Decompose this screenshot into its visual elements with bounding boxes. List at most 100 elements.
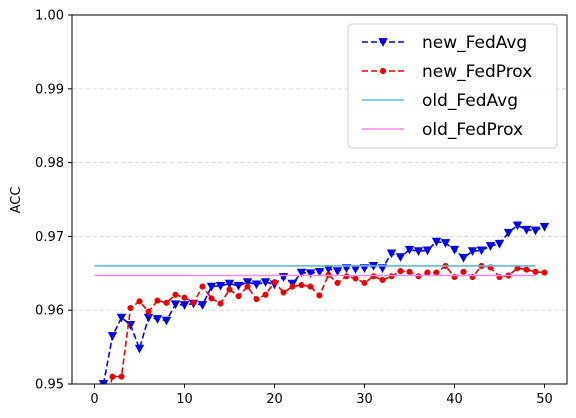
data-point bbox=[280, 289, 287, 296]
legend-label: old_FedProx bbox=[422, 120, 523, 140]
data-point bbox=[260, 278, 271, 287]
data-point bbox=[433, 269, 440, 276]
data-point bbox=[539, 222, 550, 232]
x-tick-label: 30 bbox=[356, 392, 373, 407]
x-tick-label: 40 bbox=[446, 392, 463, 407]
data-point bbox=[116, 313, 127, 323]
data-point bbox=[334, 279, 341, 286]
legend-box bbox=[347, 23, 558, 149]
x-tick-label: 20 bbox=[266, 392, 283, 407]
data-point bbox=[170, 300, 181, 310]
y-tick-label: 1.00 bbox=[35, 9, 64, 24]
data-point bbox=[431, 237, 442, 247]
data-point bbox=[316, 292, 323, 299]
data-point bbox=[161, 316, 172, 326]
data-point bbox=[145, 308, 152, 315]
data-point bbox=[460, 268, 467, 275]
data-point bbox=[262, 291, 269, 298]
data-point bbox=[413, 247, 424, 256]
data-point bbox=[386, 249, 397, 259]
data-point bbox=[271, 279, 278, 286]
data-point bbox=[179, 301, 190, 310]
data-point bbox=[440, 239, 451, 248]
series-layer bbox=[94, 221, 550, 384]
data-point bbox=[541, 269, 548, 276]
data-point bbox=[152, 315, 163, 324]
data-point bbox=[404, 245, 415, 255]
data-point bbox=[98, 380, 109, 384]
data-point bbox=[298, 282, 305, 289]
data-point bbox=[352, 275, 359, 282]
data-point bbox=[449, 245, 460, 255]
data-point bbox=[190, 299, 197, 306]
x-tick-label: 50 bbox=[536, 392, 553, 407]
data-point bbox=[235, 293, 242, 300]
data-point bbox=[397, 268, 404, 275]
y-tick-label: 0.99 bbox=[35, 82, 64, 97]
x-tick-label: 10 bbox=[176, 392, 193, 407]
data-point bbox=[305, 269, 316, 279]
data-point bbox=[109, 373, 116, 380]
y-axis-label: ACC bbox=[9, 187, 24, 214]
data-point bbox=[530, 226, 541, 236]
legend-label: new_FedProx bbox=[422, 62, 532, 82]
data-point bbox=[307, 283, 314, 290]
data-point bbox=[424, 269, 431, 276]
data-point bbox=[208, 295, 215, 302]
data-point bbox=[134, 344, 145, 354]
legend-entry-new-fedavg: new_FedAvg bbox=[362, 33, 527, 53]
data-point bbox=[197, 301, 208, 310]
data-point bbox=[107, 332, 118, 341]
y-tick-label: 0.96 bbox=[35, 304, 64, 319]
legend-marker bbox=[378, 38, 388, 47]
data-point bbox=[476, 246, 487, 256]
ticks: 0.95 0.96 0.97 0.98 0.99 1.00 0 10 20 30 40 50 bbox=[35, 9, 553, 408]
data-point bbox=[332, 267, 343, 276]
data-point bbox=[395, 253, 406, 262]
data-point bbox=[226, 286, 233, 293]
legend-entry-old-fedavg: old_FedAvg bbox=[362, 91, 518, 111]
data-point bbox=[127, 304, 134, 312]
data-point bbox=[253, 296, 260, 303]
data-point bbox=[251, 280, 262, 290]
data-point bbox=[296, 268, 307, 278]
data-point bbox=[217, 300, 224, 307]
data-point bbox=[199, 283, 206, 290]
data-point bbox=[512, 221, 523, 231]
data-point bbox=[181, 294, 188, 301]
data-point bbox=[361, 279, 368, 286]
data-point bbox=[233, 281, 244, 291]
legend-marker bbox=[379, 67, 387, 75]
legend-label: old_FedAvg bbox=[422, 91, 518, 111]
data-point bbox=[494, 239, 505, 249]
data-point bbox=[467, 247, 478, 256]
legend: new_FedAvg new_FedProx old_FedAvg old_FedPr… bbox=[347, 23, 558, 149]
data-point bbox=[379, 276, 386, 283]
y-tick-label: 0.97 bbox=[35, 230, 64, 245]
x-tick-label: 0 bbox=[90, 392, 98, 407]
legend-entry-new-fedprox: new_FedProx bbox=[362, 62, 532, 82]
data-point bbox=[136, 298, 143, 305]
data-point bbox=[172, 291, 179, 298]
plot-frame bbox=[71, 14, 568, 385]
gridlines bbox=[72, 88, 567, 311]
y-tick-label: 0.98 bbox=[35, 156, 64, 171]
data-point bbox=[458, 253, 469, 263]
data-point bbox=[523, 266, 530, 273]
data-point bbox=[422, 246, 433, 256]
legend-label: new_FedAvg bbox=[422, 33, 527, 53]
data-point bbox=[215, 281, 226, 291]
data-point bbox=[163, 299, 170, 306]
data-point bbox=[206, 282, 217, 292]
data-point bbox=[224, 279, 235, 289]
data-point bbox=[485, 242, 496, 251]
data-point bbox=[314, 267, 325, 277]
y-tick-label: 0.95 bbox=[35, 378, 64, 393]
data-point bbox=[289, 283, 296, 290]
data-point bbox=[532, 268, 539, 275]
data-point bbox=[406, 268, 413, 275]
data-point bbox=[154, 297, 161, 304]
data-point bbox=[242, 278, 253, 287]
legend-entry-old-fedprox: old_FedProx bbox=[362, 120, 523, 140]
